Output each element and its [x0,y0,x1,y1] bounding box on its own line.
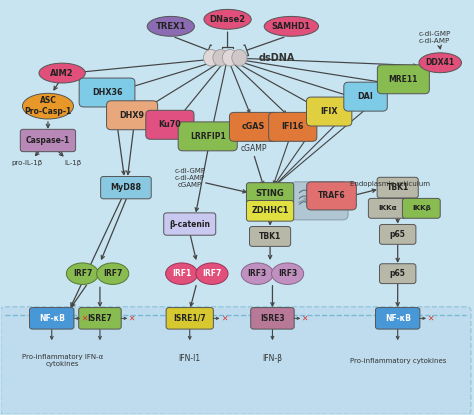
Text: IRF7: IRF7 [73,269,92,278]
Text: IRF3: IRF3 [278,269,297,278]
FancyBboxPatch shape [307,182,356,210]
FancyBboxPatch shape [251,308,294,329]
Ellipse shape [97,263,129,284]
Ellipse shape [204,10,251,29]
Text: ZDHHC1: ZDHHC1 [251,206,289,215]
FancyBboxPatch shape [377,177,418,198]
Text: SAMHD1: SAMHD1 [272,22,311,31]
Text: ASC
Pro-Casp-1: ASC Pro-Casp-1 [24,96,72,116]
Ellipse shape [66,263,99,284]
Ellipse shape [213,49,228,66]
Text: IFN-β: IFN-β [263,354,283,363]
Text: TBK1: TBK1 [259,232,281,241]
Text: Caspase-1: Caspase-1 [26,136,70,145]
Text: Ku70: Ku70 [158,120,181,129]
Ellipse shape [222,49,237,66]
Text: β-catenin: β-catenin [169,220,210,229]
Text: TRAF6: TRAF6 [318,191,346,200]
FancyBboxPatch shape [375,308,420,329]
Text: DNase2: DNase2 [210,15,246,24]
Text: ✕: ✕ [220,314,227,323]
Text: IKKβ: IKKβ [412,205,431,211]
Text: p65: p65 [390,269,406,278]
Text: p65: p65 [390,230,406,239]
FancyBboxPatch shape [20,129,76,151]
Ellipse shape [419,53,462,73]
FancyBboxPatch shape [377,65,429,94]
Ellipse shape [39,63,85,83]
Text: ✕: ✕ [301,314,308,323]
Text: IFIX: IFIX [320,107,338,116]
Text: c-di-GMP
c-di-AMP: c-di-GMP c-di-AMP [419,31,451,44]
Text: Endoplasmic reticulum: Endoplasmic reticulum [350,181,430,186]
Text: TREX1: TREX1 [155,22,186,31]
Text: cGAMP: cGAMP [240,144,267,153]
Text: pro-IL-1β: pro-IL-1β [11,160,42,166]
Text: LRRFIP1: LRRFIP1 [190,132,226,141]
Text: ISRE7: ISRE7 [88,314,112,323]
Text: DDX41: DDX41 [426,58,455,67]
Text: c-di-GMP
c-di-AMP
cGAMP: c-di-GMP c-di-AMP cGAMP [174,168,205,188]
Text: NF-κB: NF-κB [39,314,64,323]
Ellipse shape [232,49,247,66]
Text: IFI16: IFI16 [282,122,304,131]
Text: IL-1β: IL-1β [64,160,81,166]
Text: NF-κB: NF-κB [385,314,410,323]
FancyBboxPatch shape [380,264,416,283]
Text: ✕: ✕ [81,314,88,323]
Text: DAI: DAI [357,92,374,101]
Text: Pro-inflammatory IFN-α
cytokines: Pro-inflammatory IFN-α cytokines [21,354,103,367]
Text: IRF3: IRF3 [248,269,267,278]
FancyBboxPatch shape [307,97,352,126]
FancyBboxPatch shape [246,200,294,221]
FancyBboxPatch shape [402,198,440,218]
Text: DHX36: DHX36 [92,88,122,97]
Ellipse shape [272,263,304,284]
Text: MyD88: MyD88 [110,183,142,192]
Text: ✕: ✕ [427,314,434,323]
Ellipse shape [203,49,219,66]
FancyBboxPatch shape [79,308,121,329]
Text: DHX9: DHX9 [119,111,145,120]
Ellipse shape [165,263,198,284]
Text: ✕: ✕ [128,314,135,323]
FancyBboxPatch shape [291,182,348,220]
Text: AIM2: AIM2 [50,68,74,78]
FancyBboxPatch shape [0,307,471,414]
Ellipse shape [22,93,73,119]
FancyBboxPatch shape [269,112,317,142]
FancyBboxPatch shape [344,82,387,111]
Text: IKKα: IKKα [378,205,397,211]
Ellipse shape [147,17,194,36]
FancyBboxPatch shape [380,225,416,244]
Text: cGAS: cGAS [242,122,265,131]
Text: Pro-inflammatory cytokines: Pro-inflammatory cytokines [349,359,446,364]
Text: STING: STING [255,188,284,198]
FancyBboxPatch shape [100,176,151,199]
Text: MRE11: MRE11 [389,75,418,84]
Text: IRF1: IRF1 [172,269,191,278]
Ellipse shape [264,17,319,36]
FancyBboxPatch shape [166,308,213,329]
Text: IRF7: IRF7 [202,269,222,278]
Ellipse shape [196,263,228,284]
FancyBboxPatch shape [246,183,294,203]
FancyBboxPatch shape [79,78,135,107]
FancyBboxPatch shape [229,112,278,142]
FancyBboxPatch shape [107,101,157,130]
FancyBboxPatch shape [178,122,237,151]
FancyBboxPatch shape [146,110,194,139]
Text: IFN-I1: IFN-I1 [179,354,201,363]
Text: ISRE1/7: ISRE1/7 [173,314,206,323]
Text: TBK1: TBK1 [387,183,409,192]
Text: IRF7: IRF7 [103,269,122,278]
Text: ISRE3: ISRE3 [260,314,285,323]
FancyBboxPatch shape [368,198,406,218]
Text: dsDNA: dsDNA [258,53,295,63]
FancyBboxPatch shape [29,308,74,329]
FancyBboxPatch shape [249,227,291,247]
Ellipse shape [241,263,273,284]
FancyBboxPatch shape [164,213,216,235]
